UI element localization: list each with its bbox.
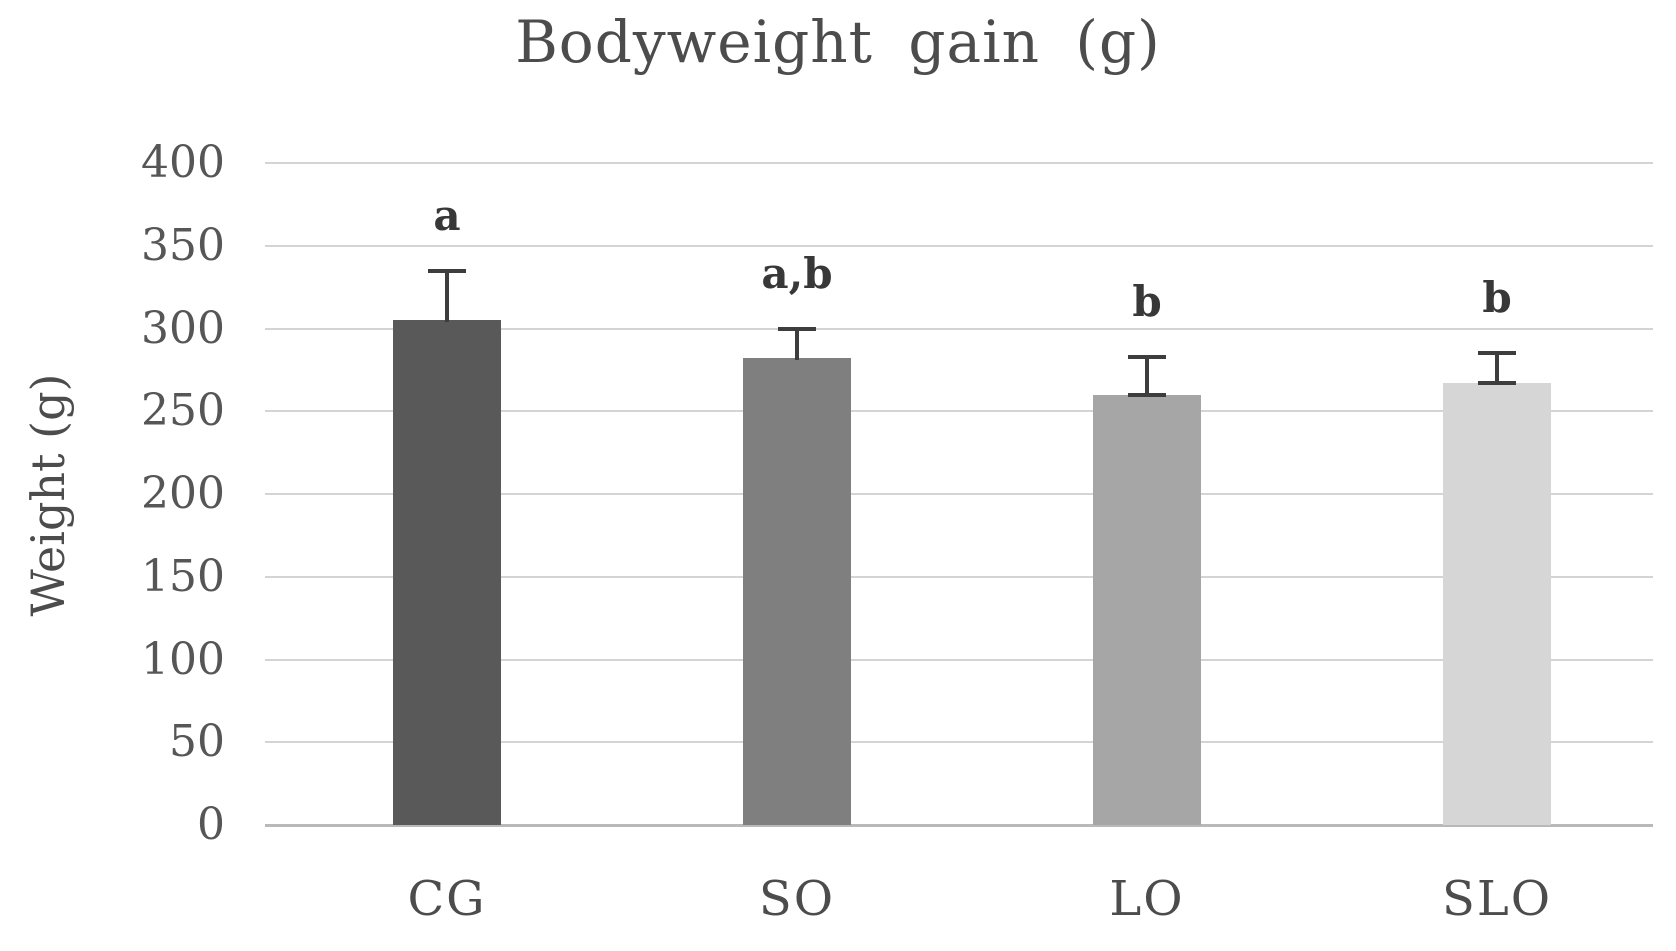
y-tick-label: 400: [141, 137, 225, 188]
significance-label: a,b: [761, 248, 833, 298]
error-bar: [795, 328, 799, 361]
gridline: [265, 658, 1653, 661]
error-bar-cap-top: [1128, 354, 1166, 359]
error-bar: [445, 270, 449, 323]
error-bar-cap-top: [1478, 351, 1516, 356]
bar-slo: [1443, 383, 1551, 825]
x-axis-line: [265, 823, 1653, 827]
bar-cg: [393, 320, 501, 825]
error-bar: [1495, 353, 1499, 386]
y-tick-label: 100: [141, 633, 225, 685]
y-tick-label: 200: [141, 468, 225, 519]
x-tick-label-so: SO: [758, 871, 836, 927]
y-tick-label: 0: [197, 799, 225, 850]
y-tick-label: 150: [141, 550, 225, 602]
error-bar: [1145, 356, 1149, 397]
significance-label: a: [433, 190, 461, 240]
bar-so: [743, 358, 851, 825]
y-tick-label: 50: [169, 716, 225, 768]
error-bar-cap-top: [428, 268, 466, 273]
error-bar-cap-top: [778, 326, 816, 331]
y-tick-label: 250: [141, 385, 225, 437]
gridline: [265, 410, 1653, 413]
error-bar-cap-bottom: [1128, 392, 1166, 397]
chart-title: Bodyweight gain (g): [515, 8, 1161, 76]
gridline: [265, 244, 1653, 247]
y-tick-label: 350: [141, 219, 225, 271]
gridline: [265, 493, 1653, 495]
y-tick-label: 300: [141, 302, 225, 354]
significance-label: b: [1482, 273, 1512, 323]
significance-label: b: [1132, 276, 1162, 326]
error-bar-cap-bottom: [1478, 381, 1516, 386]
x-tick-label-slo: SLO: [1441, 871, 1553, 927]
gridline: [265, 575, 1653, 578]
gridline: [265, 741, 1653, 744]
bar-lo: [1093, 394, 1201, 825]
x-tick-label-cg: CG: [407, 871, 487, 927]
x-tick-label-lo: LO: [1109, 871, 1185, 927]
gridline: [265, 327, 1653, 330]
gridline: [265, 162, 1653, 164]
